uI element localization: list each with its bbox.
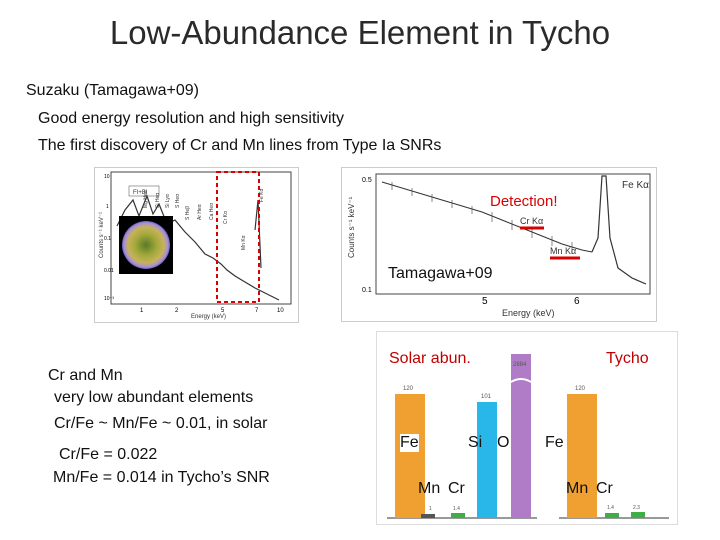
zoom-x-tick-2: 6	[574, 296, 580, 307]
line-label-ca: Ca Heα	[209, 203, 215, 220]
solar-mn-value: 1	[429, 506, 432, 512]
abundance-line-5: Mn/Fe = 0.014 in Tycho’s SNR	[53, 469, 270, 486]
x-tick-1: 1	[140, 308, 144, 314]
solar-si-bar	[477, 402, 497, 518]
cr-ka-label: Cr Kα	[520, 216, 543, 226]
zoom-ylabel: Counts s⁻¹ keV⁻¹	[347, 196, 356, 258]
line-label-s: S Heα	[175, 194, 181, 208]
line-label-ar: Ar Heα	[197, 204, 203, 220]
mn-ka-label: Mn Kα	[550, 246, 576, 256]
solar-mn-bar	[421, 514, 435, 518]
credit-label: Tamagawa+09	[384, 265, 510, 287]
solar-si-value: 101	[481, 394, 492, 400]
solar-cr-label: Cr	[448, 480, 465, 497]
line-label-si: Si Heα	[155, 193, 161, 208]
zoom-spectrum-curve	[381, 181, 593, 253]
zoom-x-tick-1: 5	[482, 296, 488, 307]
tycho-fe-bar	[567, 394, 597, 518]
tycho-mn-value: 1.4	[607, 505, 614, 511]
line-label-mg: Mg Heα	[143, 190, 149, 208]
solar-o-label: O	[497, 434, 510, 451]
overview-xlabel: Energy (keV)	[191, 314, 226, 320]
spectrum-overview-figure: FI+BI Counts s⁻¹ keV⁻¹ Energy (keV) 1 2 …	[94, 167, 299, 323]
y-tick-1: 10⁻³	[104, 296, 114, 302]
y-tick-5: 10	[104, 174, 110, 180]
solar-cr-value: 1.4	[453, 506, 460, 512]
zoom-plot-frame	[375, 173, 651, 295]
solar-fe-bar	[395, 394, 425, 518]
tycho-cr-value: 2.3	[633, 505, 640, 511]
intro-line-1: Suzaku (Tamagawa+09)	[26, 82, 199, 99]
zoom-y-tick-2: 0.1	[362, 287, 372, 294]
tycho-cr-bar	[631, 512, 645, 518]
line-label-mn: Mn Kα	[241, 235, 247, 250]
abundance-line-3: Cr/Fe ~ Mn/Fe ~ 0.01, in solar	[54, 415, 268, 432]
x-tick-2: 2	[175, 308, 179, 314]
line-label-s-beta: S Heβ	[185, 206, 191, 220]
spectrum-zoom-svg: Detection! Fe Kα Cr Kα Mn Kα Counts s⁻¹ …	[347, 173, 651, 318]
tycho-mn-label: Mn	[566, 480, 589, 497]
solar-si-label: Si	[468, 434, 483, 451]
overview-ylabel: Counts s⁻¹ keV⁻¹	[99, 212, 105, 258]
spectrum-overview-svg: FI+BI Counts s⁻¹ keV⁻¹ Energy (keV) 1 2 …	[99, 171, 292, 320]
legend-label: FI+BI	[133, 190, 148, 196]
line-label-fe: Fe Kα	[259, 188, 265, 202]
x-tick-7: 7	[255, 308, 259, 314]
tycho-mn-bar	[605, 513, 619, 518]
tycho-cr-label: Cr	[596, 480, 613, 497]
abundance-bar-svg: 120 101 2884 1 1.4 120 1.4 2.3	[387, 354, 669, 519]
page-title: Low-Abundance Element in Tycho	[109, 14, 611, 51]
tycho-remnant-image	[122, 221, 170, 269]
solar-mn-label: Mn	[418, 480, 441, 497]
error-bars	[391, 182, 573, 254]
o-bar-break	[510, 378, 532, 383]
abundance-line-2: very low abundant elements	[54, 389, 254, 406]
y-tick-2: 0.01	[104, 268, 114, 274]
detection-annotation: Detection!	[490, 193, 558, 210]
spectrum-zoom-figure: Detection! Fe Kα Cr Kα Mn Kα Counts s⁻¹ …	[341, 167, 657, 322]
solar-o-bar	[511, 354, 531, 518]
zoom-y-tick-1: 0.5	[362, 177, 372, 184]
tycho-fe-value: 120	[575, 386, 586, 392]
abundance-line-1: Cr and Mn	[48, 367, 123, 384]
solar-o-value: 2884	[513, 362, 527, 368]
intro-line-2: Good energy resolution and high sensitiv…	[38, 110, 344, 127]
plot-frame	[110, 171, 292, 305]
y-tick-4: 1	[106, 204, 109, 210]
zoom-fe-peak	[591, 175, 647, 285]
tycho-fe-label: Fe	[545, 434, 564, 451]
legend-box	[128, 185, 160, 197]
y-tick-3: 0.1	[104, 236, 111, 242]
abundance-line-4: Cr/Fe = 0.022	[59, 446, 158, 463]
x-tick-10: 10	[277, 308, 284, 314]
solar-abundance-label: Solar abun.	[389, 350, 471, 367]
solar-cr-bar	[451, 513, 465, 518]
solar-fe-label: Fe	[400, 434, 419, 452]
solar-fe-value: 120	[403, 386, 414, 392]
abundance-bar-chart: 120 101 2884 1 1.4 120 1.4 2.3	[376, 331, 678, 525]
tycho-label: Tycho	[606, 350, 649, 367]
line-label-si-ly: Si Lyα	[165, 194, 171, 208]
x-tick-5: 5	[221, 308, 225, 314]
intro-line-3: The first discovery of Cr and Mn lines f…	[38, 137, 442, 154]
fe-ka-label: Fe Kα	[622, 180, 649, 191]
zoom-xlabel: Energy (keV)	[502, 308, 555, 318]
line-label-cr: Cr Kα	[223, 211, 229, 224]
cr-mn-highlight-box	[216, 171, 260, 303]
spectrum-curve	[116, 194, 280, 301]
